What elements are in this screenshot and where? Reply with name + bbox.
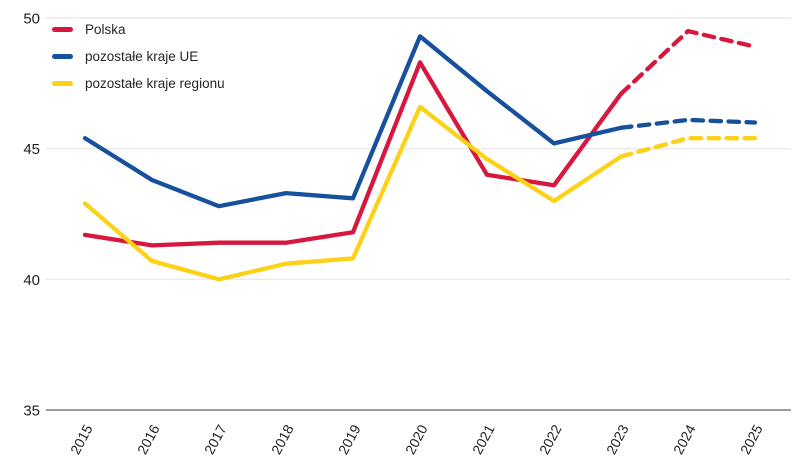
legend-item-pozostale-kraje-regionu: pozostałe kraje regionu [52,76,225,91]
chart-legend: Polska pozostałe kraje UE pozostałe kraj… [52,22,225,91]
series-line-polska-forecast-dashed [618,28,758,96]
series-line-pozosta-e-kraje-regionu-solid [82,104,624,282]
y-tick-label-35: 35 [23,403,40,420]
legend-label-pozostale-kraje-ue: pozostałe kraje UE [85,49,199,64]
legend-swatch-pozostale-kraje-ue [52,54,73,59]
series-line-pozosta-e-kraje-regionu-forecast-dashed [618,136,758,159]
x-tick-label-2019: 2019 [335,422,364,457]
legend-label-pozostale-kraje-regionu: pozostałe kraje regionu [85,76,225,91]
series-line-pozosta-e-kraje-ue-solid [82,34,624,209]
x-tick-label-2018: 2018 [268,422,297,457]
legend-swatch-polska [52,27,73,32]
series-line-pozosta-e-kraje-ue-forecast-dashed [618,117,758,130]
legend-label-polska: Polska [85,22,126,37]
legend-item-polska: Polska [52,22,225,37]
x-tick-label-2021: 2021 [469,422,498,457]
x-tick-label-2022: 2022 [536,422,565,457]
x-tick-label-2023: 2023 [603,422,632,457]
legend-item-pozostale-kraje-ue: pozostałe kraje UE [52,49,225,64]
x-tick-label-2015: 2015 [67,422,96,457]
x-tick-label-2024: 2024 [670,422,699,457]
y-tick-label-40: 40 [23,272,40,289]
y-tick-label-50: 50 [23,11,40,28]
x-tick-label-2016: 2016 [134,422,163,457]
legend-swatch-pozostale-kraje-regionu [52,81,73,86]
x-tick-label-2020: 2020 [402,422,431,457]
y-tick-label-45: 45 [23,141,40,158]
x-tick-label-2017: 2017 [201,422,230,457]
series-line-polska-solid [82,60,624,248]
x-tick-label-2025: 2025 [737,422,766,457]
